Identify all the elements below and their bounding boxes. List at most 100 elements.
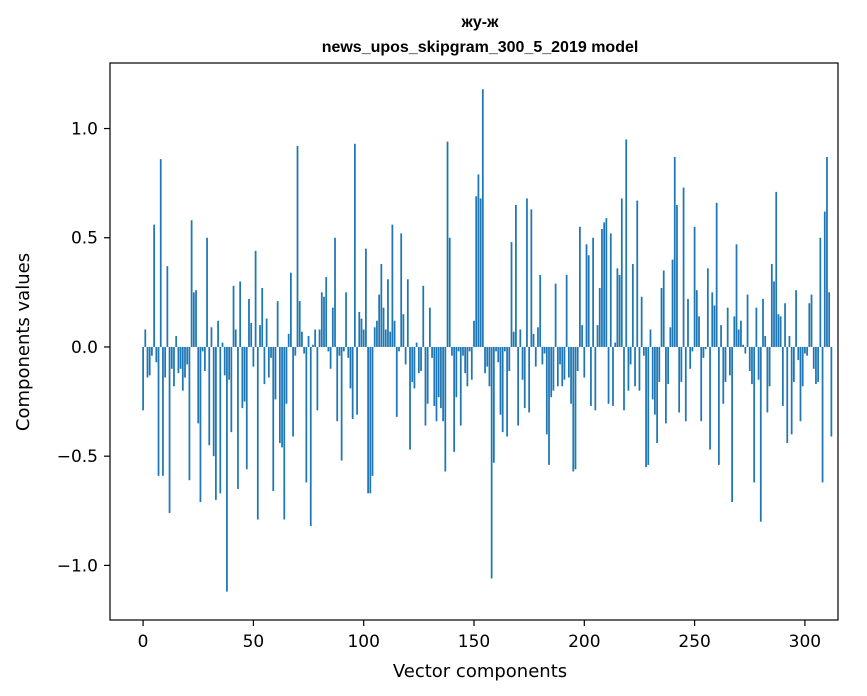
bar-122: [411, 346, 414, 382]
bar-307: [819, 237, 822, 347]
bar-245: [682, 187, 685, 347]
bar-248: [689, 346, 692, 369]
bar-121: [409, 346, 411, 450]
bar-312: [830, 346, 833, 437]
bar-85: [329, 346, 332, 369]
bar-214: [614, 342, 617, 347]
bar-34: [217, 320, 219, 347]
bar-201: [585, 244, 588, 347]
bar-305: [815, 346, 817, 385]
bar-274: [746, 294, 749, 347]
bar-288: [777, 314, 780, 347]
bar-239: [669, 327, 672, 347]
bar-133: [435, 346, 438, 422]
bar-285: [770, 263, 773, 347]
bar-84: [327, 346, 330, 352]
bar-73: [303, 346, 306, 354]
bar-134: [437, 346, 440, 398]
bar-212: [609, 233, 612, 347]
bar-58: [270, 346, 272, 358]
bar-14: [173, 346, 175, 387]
bar-263: [722, 346, 725, 404]
y-ticks-group: −1.0 −0.5 0.0 0.5 1.0: [57, 120, 110, 576]
bar-152: [477, 174, 480, 347]
bar-293: [788, 336, 791, 347]
bar-103: [369, 346, 372, 494]
bar-16: [177, 346, 180, 374]
bar-244: [680, 346, 683, 382]
bar-254: [702, 346, 705, 358]
bar-228: [645, 346, 647, 468]
bar-50: [252, 346, 255, 367]
bar-124: [415, 342, 418, 347]
bar-250: [693, 226, 696, 347]
bar-86: [331, 307, 334, 347]
bar-57: [267, 346, 270, 378]
bar-294: [790, 346, 793, 435]
bar-211: [607, 346, 610, 404]
bars-group: [142, 89, 833, 592]
bar-31: [210, 327, 213, 347]
bar-207: [598, 287, 601, 347]
bar-199: [581, 325, 583, 347]
bar-200: [583, 346, 586, 378]
bar-92: [345, 292, 347, 347]
bar-302: [808, 303, 811, 347]
bar-167: [510, 242, 513, 347]
bar-38: [226, 346, 228, 592]
bar-242: [676, 204, 678, 347]
y-tick-label: −1.0: [57, 556, 98, 576]
bar-232: [654, 346, 656, 415]
bar-177: [532, 333, 535, 347]
bar-144: [459, 346, 462, 426]
bar-253: [700, 346, 703, 422]
bar-176: [530, 209, 533, 347]
bar-292: [786, 346, 789, 444]
bar-170: [517, 346, 519, 426]
bar-275: [748, 346, 751, 371]
bar-114: [393, 320, 396, 347]
bar-291: [784, 303, 786, 347]
bar-295: [793, 346, 795, 382]
bar-309: [823, 211, 826, 347]
bar-100: [362, 329, 365, 347]
bar-290: [781, 346, 784, 406]
bar-39: [228, 346, 230, 380]
bar-243: [678, 346, 681, 413]
bar-213: [612, 346, 614, 406]
bar-301: [806, 346, 808, 356]
bar-273: [744, 346, 747, 354]
bar-97: [356, 346, 358, 415]
bar-108: [380, 263, 383, 347]
bar-33: [215, 346, 217, 500]
bar-91: [342, 346, 345, 352]
bar-258: [711, 292, 714, 347]
bar-21: [188, 346, 191, 481]
bar-158: [490, 346, 493, 579]
bar-7: [157, 346, 160, 476]
bar-193: [567, 346, 570, 378]
bar-78: [314, 329, 317, 347]
bar-3: [148, 346, 151, 376]
bar-52: [256, 346, 259, 520]
bar-289: [779, 316, 782, 347]
bar-198: [579, 226, 581, 347]
bar-269: [735, 244, 738, 347]
bar-47: [245, 346, 248, 470]
bar-36: [221, 342, 224, 347]
bar-126: [420, 346, 422, 371]
bar-56: [265, 318, 268, 347]
bar-223: [634, 346, 636, 387]
bar-83: [325, 277, 328, 347]
bar-87: [334, 237, 336, 347]
bar-205: [594, 346, 597, 411]
bar-174: [526, 198, 528, 347]
bar-12: [168, 346, 171, 513]
bar-130: [429, 307, 431, 347]
bar-240: [671, 259, 674, 347]
x-ticks-group: 0 50 100 150 200 250 300: [138, 620, 821, 652]
bar-154: [481, 89, 484, 347]
bar-272: [742, 344, 745, 347]
bar-11: [166, 266, 169, 347]
plot-frame: [109, 62, 839, 621]
